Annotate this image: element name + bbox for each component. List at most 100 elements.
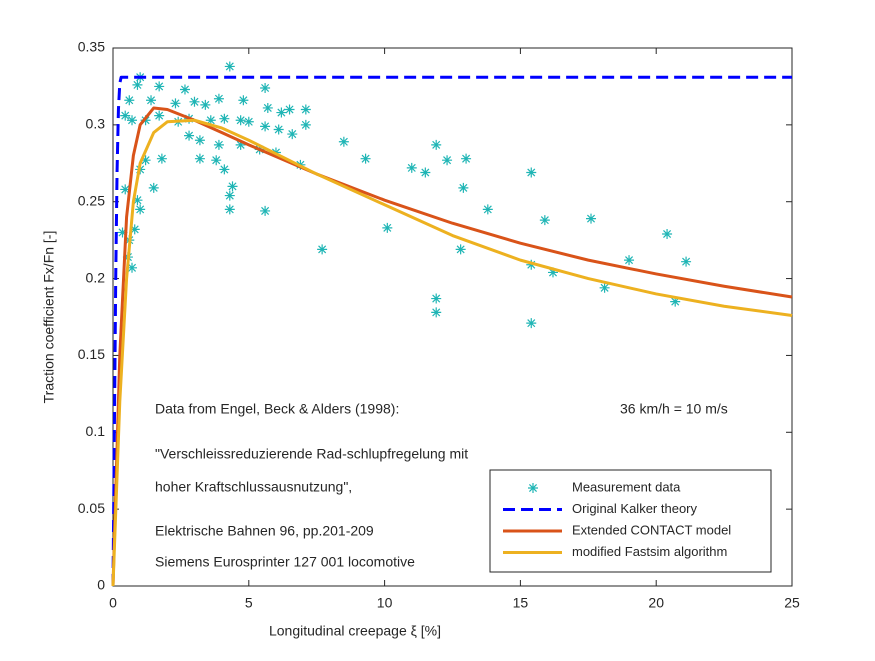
scatter-point <box>382 222 393 233</box>
scatter-point <box>284 104 295 115</box>
scatter-point <box>140 155 151 166</box>
x-tick-label: 20 <box>648 595 664 611</box>
scatter-point <box>194 135 205 146</box>
scatter-point <box>224 190 235 201</box>
scatter-point <box>127 115 138 126</box>
scatter-point <box>420 167 431 178</box>
scatter-point <box>219 113 230 124</box>
scatter-point <box>132 195 143 206</box>
scatter-point <box>624 255 635 266</box>
scatter-point <box>129 224 140 235</box>
scatter-point <box>406 162 417 173</box>
scatter-point <box>184 130 195 141</box>
scatter-point <box>146 95 157 106</box>
scatter-point <box>670 296 681 307</box>
legend-marker <box>528 483 538 493</box>
x-axis-label: Longitudinal creepage ξ [%] <box>269 623 441 639</box>
scatter-point <box>156 153 167 164</box>
scatter-point <box>205 115 216 126</box>
annotation: Siemens Eurosprinter 127 001 locomotive <box>155 554 415 570</box>
scatter-point <box>599 282 610 293</box>
y-tick-label: 0.15 <box>78 346 105 362</box>
legend-label: Measurement data <box>572 479 681 494</box>
y-tick-label: 0.2 <box>86 269 106 285</box>
plot-area <box>112 47 793 587</box>
scatter-point <box>458 182 469 193</box>
scatter-point <box>455 244 466 255</box>
x-tick-label: 25 <box>784 595 800 611</box>
scatter-point <box>431 139 442 150</box>
y-tick-label: 0.3 <box>86 116 106 132</box>
annotation: Elektrische Bahnen 96, pp.201-209 <box>155 523 374 539</box>
scatter-point <box>211 155 222 166</box>
scatter-point <box>260 82 271 93</box>
annotation: "Verschleissreduzierende Rad-schlupfrege… <box>155 446 468 462</box>
y-axis-label: Traction coefficient Fx/Fn [-] <box>41 231 57 404</box>
scatter-point <box>300 119 311 130</box>
y-tick-label: 0.1 <box>86 423 106 439</box>
x-tick-label: 10 <box>377 595 393 611</box>
scatter-point <box>213 139 224 150</box>
scatter-point <box>317 244 328 255</box>
x-tick-label: 0 <box>109 595 117 611</box>
scatter-point <box>127 262 138 273</box>
scatter-point <box>273 124 284 135</box>
scatter-point <box>300 104 311 115</box>
legend-label: Original Kalker theory <box>572 501 697 516</box>
scatter-point <box>213 93 224 104</box>
scatter-point <box>539 215 550 226</box>
scatter-point <box>461 153 472 164</box>
data-line <box>111 106 793 587</box>
annotation: Data from Engel, Beck & Alders (1998): <box>155 401 399 417</box>
scatter-point <box>238 95 249 106</box>
annotation: hoher Kraftschlussausnutzung", <box>155 479 352 495</box>
scatter-point <box>179 84 190 95</box>
y-tick-label: 0.05 <box>78 500 105 516</box>
scatter-point <box>124 95 135 106</box>
legend: Measurement data Original Kalker theory Ex… <box>489 469 772 573</box>
scatter-point <box>262 102 273 113</box>
scatter-point <box>117 227 128 238</box>
scatter-point <box>360 153 371 164</box>
scatter-point <box>431 307 442 318</box>
scatter-point <box>132 79 143 90</box>
y-tick-label: 0.35 <box>78 39 105 55</box>
scatter-point <box>547 267 558 278</box>
scatter-point <box>431 293 442 304</box>
legend-label: Extended CONTACT model <box>572 522 731 537</box>
scatter-point <box>224 204 235 215</box>
data-line <box>111 75 792 587</box>
scatter-point <box>526 318 537 329</box>
scatter-point <box>235 115 246 126</box>
scatter-point <box>338 136 349 147</box>
scatter-point <box>586 213 597 224</box>
scatter-point <box>287 129 298 140</box>
scatter-point <box>235 139 246 150</box>
x-tick-label: 5 <box>245 595 253 611</box>
scatter-point <box>154 81 165 92</box>
scatter-point <box>219 164 230 175</box>
scatter-point <box>224 61 235 72</box>
scatter-point <box>194 153 205 164</box>
annotation: 36 km/h = 10 m/s <box>620 401 728 417</box>
scatter-point <box>170 98 181 109</box>
scatter-point <box>120 184 131 195</box>
scatter-point <box>260 121 271 132</box>
scatter-point <box>442 155 453 166</box>
x-tick-label: 15 <box>513 595 529 611</box>
scatter-point <box>681 256 692 267</box>
scatter-point <box>526 259 537 270</box>
scatter-point <box>148 182 159 193</box>
legend-box <box>489 469 772 573</box>
scatter-point <box>526 167 537 178</box>
scatter-point <box>662 228 673 239</box>
scatter-point <box>135 204 146 215</box>
scatter-point <box>189 96 200 107</box>
scatter-point <box>154 110 165 121</box>
scatter-point <box>227 181 238 192</box>
legend-label: modified Fastsim algorithm <box>572 544 727 559</box>
data-line <box>111 118 793 587</box>
y-tick-label: 0.25 <box>78 192 105 208</box>
scatter-point <box>120 110 131 121</box>
